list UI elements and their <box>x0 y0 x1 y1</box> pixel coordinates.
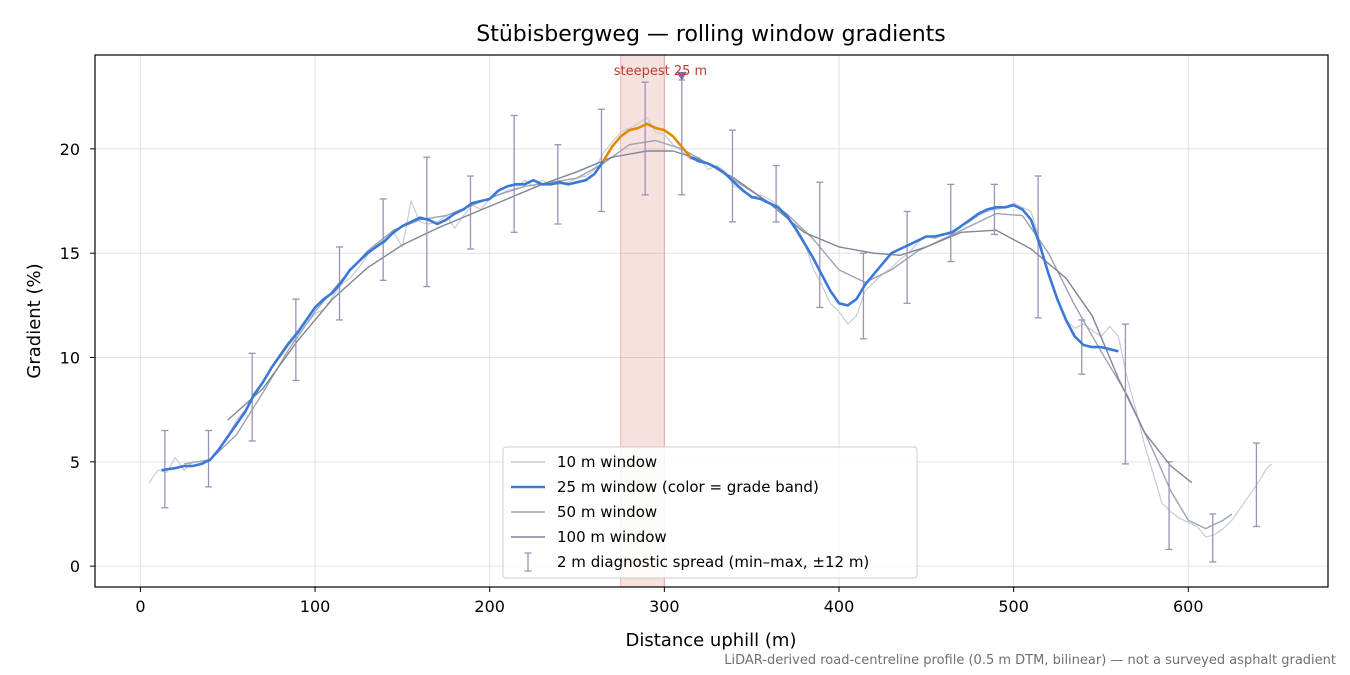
error-bar <box>1121 323 1129 465</box>
series-line-25m-steep <box>602 122 692 163</box>
error-bar <box>554 144 562 225</box>
x-tick-label: 0 <box>135 597 145 616</box>
x-tick-label: 400 <box>824 597 855 616</box>
plot-area: steepest 25 m <box>148 64 1273 563</box>
legend-entry: 25 m window (color = grade band) <box>511 478 819 496</box>
series-line-2 <box>183 139 1233 530</box>
error-bar <box>903 210 911 304</box>
footnote: LiDAR-derived road-centreline profile (0… <box>724 653 1336 668</box>
error-bar <box>1209 513 1217 563</box>
steepest-label: steepest 25 m <box>614 64 707 79</box>
legend-label: 25 m window (color = grade band) <box>557 478 819 496</box>
legend-entry: 10 m window <box>511 453 657 471</box>
legend-label: 2 m diagnostic spread (min–max, ±12 m) <box>557 553 869 571</box>
x-tick-label: 500 <box>998 597 1029 616</box>
y-axis-ticks: 0 5 10 15 20 <box>60 140 95 576</box>
legend-box <box>502 446 918 579</box>
error-bar <box>597 108 605 213</box>
error-bar <box>641 81 649 196</box>
error-bar <box>728 129 736 223</box>
error-bar <box>678 79 686 196</box>
legend-label: 10 m window <box>557 453 657 471</box>
x-tick-label: 300 <box>649 597 680 616</box>
series-line-25m-tail <box>689 156 1119 353</box>
legend-label: 100 m window <box>557 528 667 546</box>
legend-entry: 2 m diagnostic spread (min–max, ±12 m) <box>524 552 869 572</box>
y-tick-label: 0 <box>70 557 80 576</box>
series-line-3 <box>227 150 1193 484</box>
error-bar <box>466 175 474 250</box>
error-bar <box>1034 175 1042 319</box>
error-bar <box>1252 442 1260 528</box>
legend-entry: 50 m window <box>511 503 657 521</box>
y-tick-label: 10 <box>60 349 80 368</box>
y-tick-label: 5 <box>70 453 80 472</box>
y-axis-label: Gradient (%) <box>24 263 45 378</box>
error-bar <box>990 183 998 236</box>
legend-entry: 100 m window <box>511 528 667 546</box>
plot-frame <box>94 54 1329 588</box>
error-bar <box>1078 319 1086 375</box>
x-tick-label: 100 <box>300 597 331 616</box>
y-tick-label: 20 <box>60 140 80 159</box>
error-bar <box>816 181 824 309</box>
series-line-25m <box>161 160 605 472</box>
x-axis-ticks: 0 100 200 300 400 500 600 <box>135 587 1204 616</box>
error-bar <box>292 298 300 382</box>
error-bar <box>205 429 213 488</box>
x-tick-label: 600 <box>1173 597 1204 616</box>
error-bar <box>859 252 867 340</box>
error-bar <box>423 156 431 288</box>
x-axis-label: Distance uphill (m) <box>626 630 797 651</box>
legend-label: 50 m window <box>557 503 657 521</box>
error-bar <box>947 183 955 263</box>
error-bar <box>510 114 518 233</box>
error-bar <box>772 164 780 223</box>
chart-title: Stübisbergweg — rolling window gradients <box>476 22 946 47</box>
steepest-marker <box>676 71 687 81</box>
legend: 10 m window 25 m window (color = grade ba… <box>502 446 918 579</box>
error-bar <box>1165 461 1173 551</box>
x-tick-label: 200 <box>474 597 505 616</box>
error-bar <box>379 198 387 281</box>
y-tick-label: 15 <box>60 244 80 263</box>
